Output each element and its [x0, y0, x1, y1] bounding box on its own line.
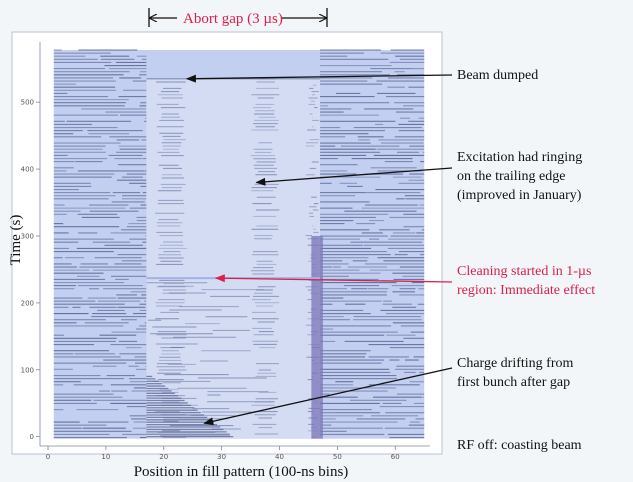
abort-gap-region: [146, 78, 321, 439]
annotation-cleaning-line-1: Cleaning started in 1-µs: [457, 264, 592, 279]
abort-gap-indicator: Abort gap (3 µs): [148, 8, 328, 27]
annotation-charge-line-1: Charge drifting from: [457, 356, 574, 371]
y-axis-label: Time (s): [8, 215, 24, 266]
x-axis-label: Position in fill pattern (100-ns bins): [134, 464, 349, 480]
annotation-arrows: [185, 74, 453, 426]
annotation-arrow: [214, 274, 453, 283]
y-axis: 0 100 200 300 400 500: [21, 42, 41, 446]
y-tick-label: 500: [21, 99, 34, 107]
y-tick-label: 100: [21, 366, 34, 374]
y-tick-label: 400: [21, 166, 34, 174]
x-tick-label: 10: [101, 453, 110, 461]
x-tick-label: 0: [46, 453, 50, 461]
trailing-edge-band: [311, 235, 323, 439]
annotation-excitation-line-1: Excitation had ringing: [457, 150, 583, 165]
annotation-excitation-line-2: on the trailing edge: [457, 169, 566, 184]
annotation-arrow: [203, 367, 453, 426]
annotation-charge-drifting: Charge drifting from first bunch after g…: [457, 354, 573, 392]
annotation-cleaning-line-2: region: Immediate effect: [457, 283, 596, 298]
x-tick-label: 60: [391, 453, 400, 461]
y-tick-label: 200: [21, 299, 34, 307]
heatmap-area: [53, 49, 425, 439]
footnote-rf-off-text: RF off: coasting beam: [457, 438, 582, 453]
x-tick-label: 30: [217, 453, 226, 461]
annotation-arrow: [255, 167, 453, 186]
y-tick-label: 0: [30, 433, 34, 441]
y-tick-label: 300: [21, 232, 34, 240]
annotation-excitation-ringing: Excitation had ringing on the trailing e…: [457, 148, 582, 205]
x-tick-label: 50: [333, 453, 342, 461]
abort-gap-label: Abort gap (3 µs): [183, 11, 283, 27]
annotation-cleaning-started: Cleaning started in 1-µs region: Immedia…: [457, 262, 595, 300]
annotation-beam-dumped: Beam dumped: [457, 66, 538, 85]
annotation-charge-line-2: first bunch after gap: [457, 375, 571, 390]
annotation-excitation-line-3: (improved in January): [457, 188, 582, 203]
annotation-beam-dumped-line-1: Beam dumped: [457, 68, 539, 83]
annotation-arrow: [185, 74, 453, 83]
x-tick-label: 20: [159, 453, 168, 461]
x-axis: 0 10 20 30 40 50 60: [40, 445, 430, 461]
x-tick-label: 40: [275, 453, 284, 461]
footnote-rf-off: RF off: coasting beam: [457, 436, 582, 455]
